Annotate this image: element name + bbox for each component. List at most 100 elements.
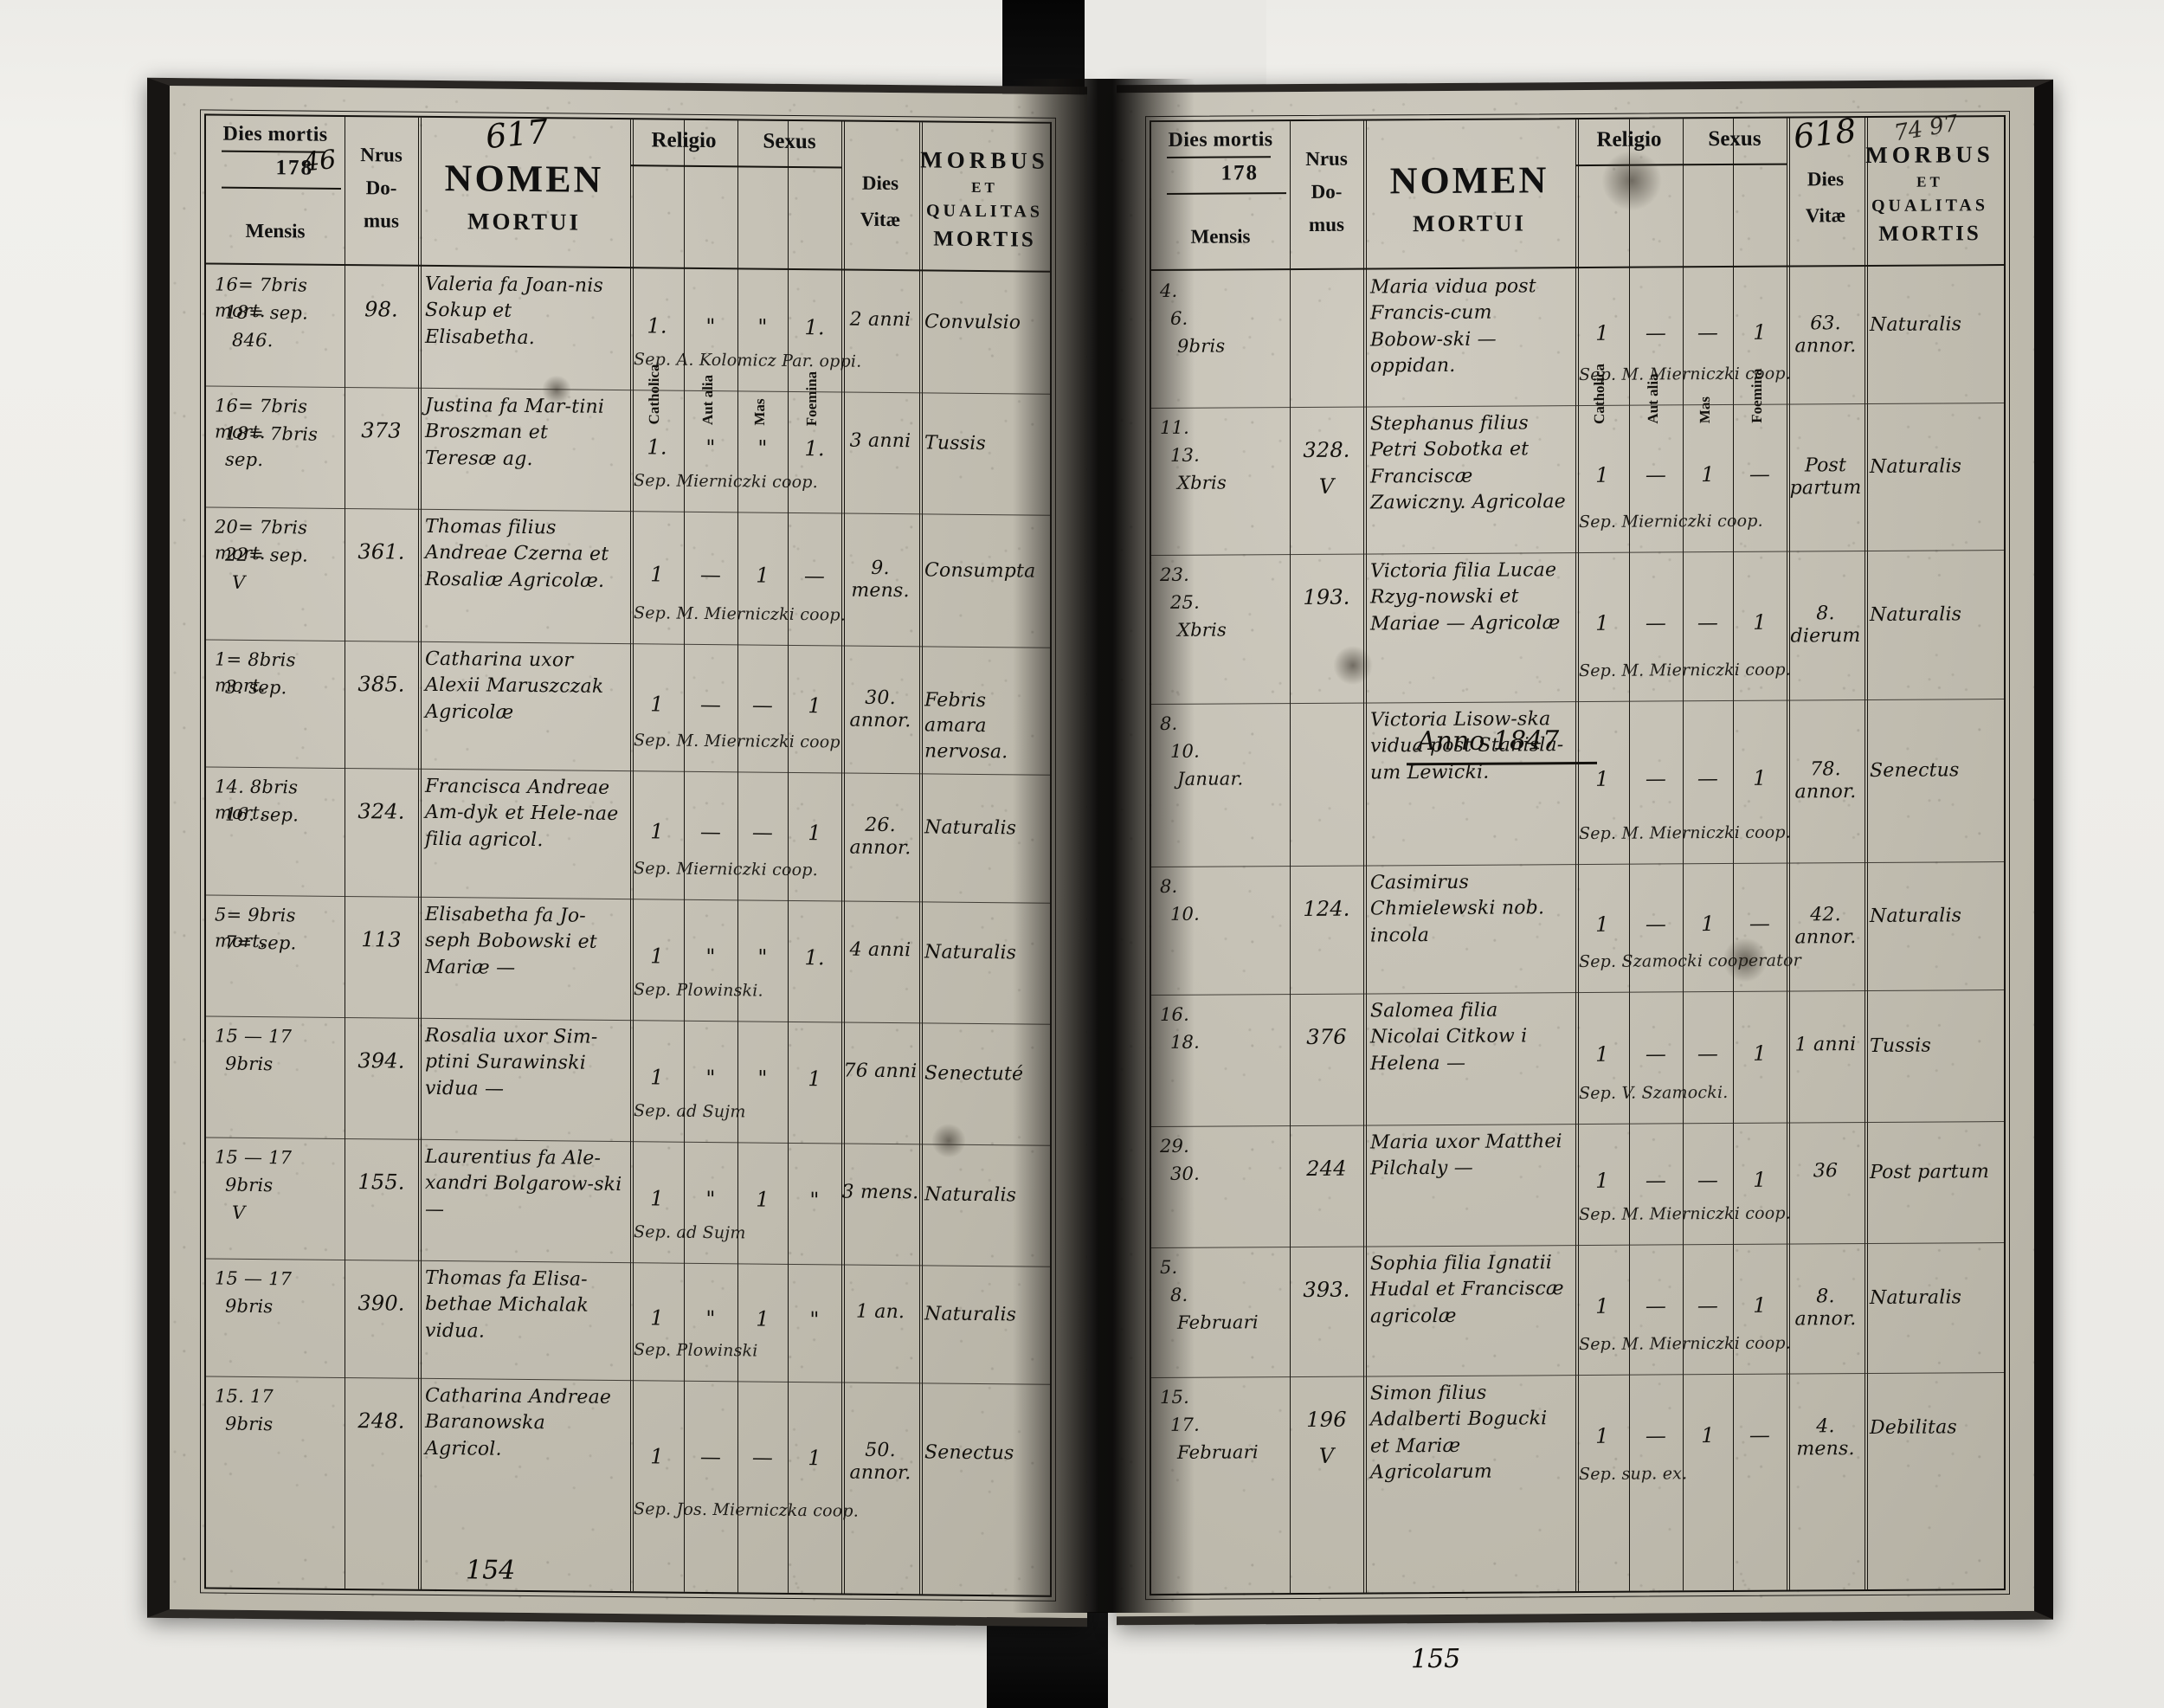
table-row[interactable]: 5. 8. Februari 393. Sophia filia Ignatii Hud… [1151, 1242, 2004, 1377]
table-row[interactable]: 15 — 17 9bris V 155. Laurentius fa Ale-xandr… [206, 1137, 1050, 1266]
left-page: Dies mortis 178 Mensis 46 Nrus Do-mus NOMEN MOR… [147, 77, 1087, 1627]
cell-aut-alia: — [699, 819, 722, 845]
cell-catholica: 1. [647, 313, 667, 338]
cell-name-of-deceased: Sophia filia Ignatii Hudal et Franciscæ … [1370, 1252, 1564, 1328]
cell-date-extra: Xbris [1177, 472, 1227, 493]
table-row[interactable]: 5= 9bris mort. 7= sep. 113 Elisabetha fa Jo… [206, 894, 1050, 1023]
table-row[interactable]: 15. 17 9bris 248. Catharina Andreae Baranow… [206, 1376, 1050, 1543]
cell-aut-alia: " [705, 313, 716, 339]
table-row[interactable]: 8. 10. 124. Casimirus Chmielewski nob. inco… [1151, 861, 2004, 995]
table-row[interactable]: 1= 8bris mort. 3. sep. 385. Catharina uxor … [206, 639, 1050, 774]
cell-house-number: 155. [357, 1170, 405, 1195]
table-row[interactable]: 14. 8bris mort. 16. sep. 324. Francisca And… [206, 766, 1050, 902]
cell-house-number: 248. [357, 1408, 405, 1434]
scanner-gutter-shadow-bottom [987, 1612, 1108, 1708]
table-row[interactable]: 16= 7bris mort. 18= 7bris sep. 373 Justina … [206, 385, 1050, 514]
cell-mas: 1 [756, 563, 770, 588]
header-nrus: Nrus [360, 144, 403, 166]
table-row[interactable]: 15. 17. Februari 196 V Simon filius Adalberti… [1151, 1372, 2004, 1507]
cell-foemina: 1 [808, 1446, 821, 1471]
header-sexus: Sexus [1708, 126, 1761, 151]
cell-house-mark: V [1318, 474, 1335, 499]
cell-cause-of-death: Naturalis [1870, 905, 1962, 927]
cell-date-of-burial: 13. [1170, 444, 1200, 466]
handwritten-year-overwrite: 46 [301, 144, 338, 178]
cell-age-at-death: 76 anni [843, 1060, 918, 1083]
table-row[interactable]: 15 — 17 9bris 394. Rosalia uxor Sim-ptini S… [206, 1015, 1050, 1144]
cell-mas: — [751, 692, 774, 718]
cell-age-at-death: 3 mens. [841, 1181, 919, 1204]
cell-aut-alia: " [705, 1065, 716, 1091]
cell-foemina: " [809, 1307, 820, 1332]
header-vitae: Vitæ [1805, 204, 1846, 227]
cell-mas: — [751, 820, 774, 845]
cell-date-of-death: 8. [1160, 712, 1178, 734]
sexus-group-rule [1683, 163, 1787, 166]
cell-foemina: — [1749, 1422, 1771, 1447]
cell-mas: — [1697, 320, 1719, 345]
table-row[interactable]: 20= 7bris mort. 22= sep. V 361. Thomas filiu… [206, 506, 1050, 647]
cell-foemina: 1 [1753, 319, 1767, 345]
cell-date-of-burial: 16. sep. [225, 803, 299, 826]
cell-foemina: — [1749, 911, 1771, 936]
table-row[interactable]: 29. 30. 244 Maria uxor Matthei Pilchaly — 1 —… [1151, 1121, 2004, 1247]
cell-date-extra: Februari [1177, 1312, 1259, 1333]
cell-catholica: 1. [647, 435, 667, 460]
cell-date-of-death: 16. [1160, 1003, 1189, 1025]
cell-aut-alia: — [1645, 1168, 1667, 1193]
cell-burial-signature: Sep. M. Mierniczki coop [634, 731, 840, 752]
header-divider-2 [1167, 192, 1286, 195]
cell-foemina: — [1749, 461, 1771, 487]
cell-date-extra: Xbris [1177, 619, 1227, 641]
header-mensis: Mensis [1190, 225, 1251, 248]
cell-foemina: 1 [1753, 1292, 1767, 1318]
cell-cause-of-death: Post partum [1870, 1161, 1990, 1183]
cell-burial-signature: Sep. M. Mierniczki coop. [1579, 660, 1792, 681]
cell-house-number: 193. [1303, 584, 1350, 609]
cell-age-at-death: 4. mens. [1796, 1415, 1855, 1460]
table-row[interactable]: 4. 6. 9bris Maria vidua post Francis-cum Bo… [1151, 266, 2004, 408]
table-row[interactable]: 16. 18. 376 Salomea filia Nicolai Citkow i … [1151, 989, 2004, 1126]
cell-mas: 1 [1701, 912, 1715, 937]
table-header: Dies mortis 178 Mensis Nrus Do-mus NOMEN MORTU… [1151, 111, 2004, 424]
cell-catholica: 1 [1595, 1423, 1609, 1448]
cell-date-of-burial: 25. [1170, 591, 1200, 613]
table-row[interactable]: 23. 25. Xbris 193. Victoria filia Lucae Rzyg… [1151, 550, 2004, 704]
cell-house-number: 324. [357, 799, 405, 824]
cell-aut-alia: — [1645, 1041, 1667, 1067]
header-morbus-block: MORBUS ET QUALITAS MORTIS [919, 143, 1050, 255]
cell-house-number: 393. [1303, 1277, 1350, 1302]
cell-foemina: 1 [1753, 765, 1767, 790]
cell-date-of-burial: 6. [1170, 307, 1188, 329]
header-sexus: Sexus [763, 129, 816, 154]
cell-house-number: 390. [357, 1291, 405, 1316]
header-et: ET [971, 179, 998, 197]
table-row[interactable]: 11. 13. Xbris 328. V Stephanus filius Petri S… [1151, 403, 2004, 555]
cell-catholica: 1 [650, 819, 664, 844]
header-nomen: NOMEN [1389, 158, 1549, 203]
cell-cause-of-death: Convulsio [924, 311, 1021, 334]
cell-age-at-death: 2 anni [849, 308, 911, 332]
table-row[interactable]: 15 — 17 9bris 390. Thomas fa Elisa-bethae M… [206, 1258, 1050, 1383]
cell-catholica: 1 [650, 944, 664, 969]
cell-foemina: " [809, 1188, 820, 1213]
cell-date-of-death: 5. [1160, 1256, 1178, 1278]
cell-house-number: 328. [1303, 437, 1350, 462]
cell-house-number: 385. [357, 672, 405, 697]
table-row[interactable]: 16= 7bris mort. 18= sep. 846. 98. Valeria fa… [206, 264, 1050, 393]
cell-cause-of-death: Naturalis [1870, 1286, 1962, 1309]
cell-name-of-deceased: Rosalia uxor Sim-ptini Surawinski vidua … [425, 1024, 598, 1100]
cell-date-of-burial: 8. [1170, 1284, 1188, 1305]
cell-mas: " [757, 1066, 768, 1091]
header-mortis: MORTIS [933, 227, 1036, 252]
table-row[interactable]: 8. 10. Januar. Victoria Lisow-ska vidua pos… [1151, 699, 2004, 867]
cell-catholica: 1 [1595, 1168, 1609, 1193]
cell-name-of-deceased: Laurentius fa Ale-xandri Bolgarow-ski — [425, 1145, 622, 1221]
cell-mas: — [1697, 766, 1719, 791]
cell-burial-signature: Sep. Mierniczki coop. [634, 471, 818, 493]
cell-cause-of-death: Senectus [924, 1441, 1014, 1465]
cell-name-of-deceased: Victoria filia Lucae Rzyg-nowski et Mari… [1370, 559, 1561, 635]
cell-burial-signature: Sep. ad Sujm [634, 1101, 746, 1122]
cell-foemina: 1 [1753, 1041, 1767, 1066]
cell-cause-of-death: Naturalis [924, 1303, 1017, 1326]
